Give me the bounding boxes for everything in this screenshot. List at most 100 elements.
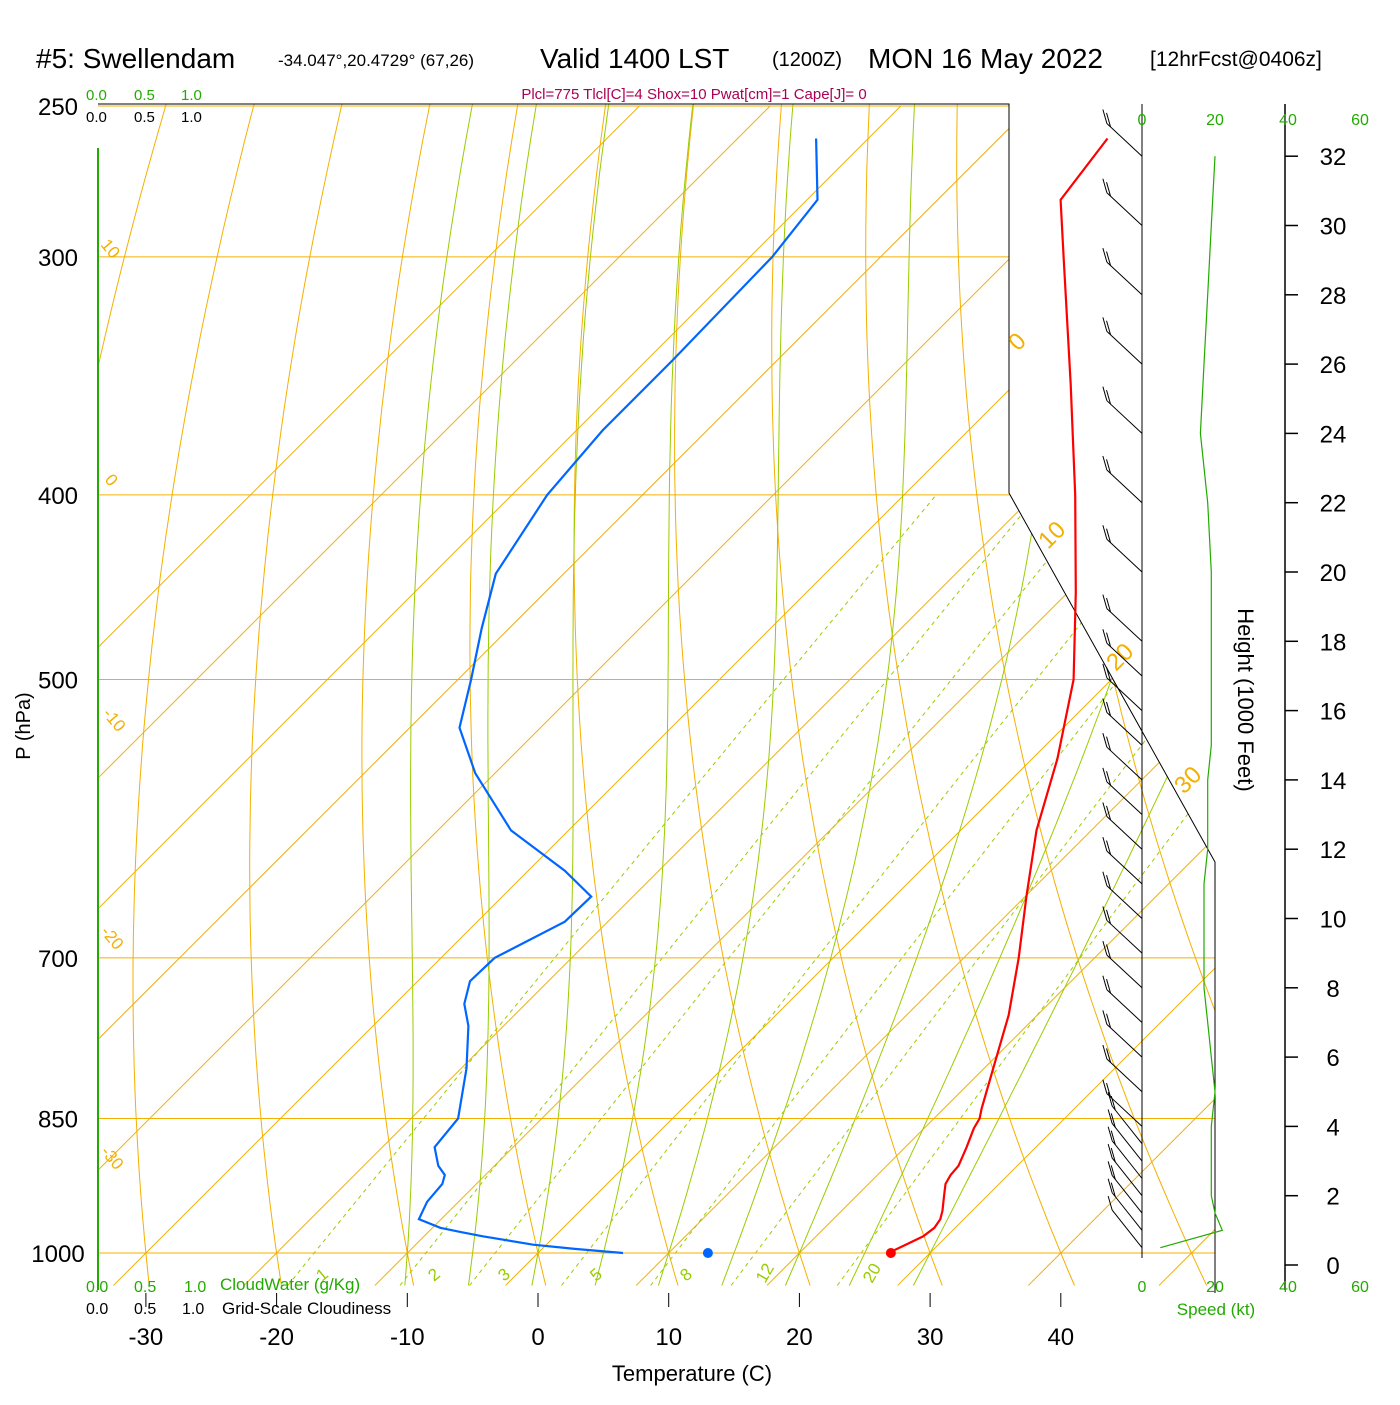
- mixing-label-12: 12: [752, 1260, 778, 1286]
- dry-adiabat-line: [361, 104, 472, 1286]
- moist-adiabat-line: [848, 104, 1215, 1286]
- temp-tick-label: -20: [259, 1324, 294, 1351]
- barb-feather: [1106, 909, 1112, 924]
- pressure-axis: 250 300 400 500 700 850 1000: [31, 94, 84, 1268]
- bottom-speed-tick-0: 0: [1138, 1279, 1147, 1296]
- mixing-ratio-line: [399, 494, 1039, 1286]
- wind-barb: [1107, 1109, 1143, 1162]
- barb-staff: [1111, 1105, 1143, 1145]
- barb-feather: [1106, 805, 1112, 821]
- isotherm-line: [113, 105, 1215, 1286]
- barb-feather: [1102, 1010, 1108, 1025]
- moist-adiabat-line: [594, 104, 720, 1286]
- thetae-label-30: 30: [1169, 761, 1207, 799]
- bottom-cw-tick-0: 0.0: [86, 1279, 108, 1296]
- barb-feather: [1102, 1044, 1108, 1060]
- barb-feather: [1102, 386, 1108, 401]
- dry-adiabat-line: [674, 104, 811, 1286]
- moist-adiabat-line: [404, 104, 513, 1286]
- barb-staff: [1111, 1140, 1143, 1179]
- barb-feather: [1107, 1109, 1113, 1124]
- barb-staff: [1106, 781, 1143, 815]
- barb-feather: [1107, 1143, 1113, 1159]
- barb-feather: [1106, 979, 1112, 994]
- wind-barb: [1107, 1178, 1143, 1231]
- barb-feather: [1102, 629, 1108, 644]
- bottom-cloudwater-scale: 0.0 0.5 1.0 CloudWater (g/Kg): [86, 1275, 360, 1296]
- barb-staff: [1111, 1157, 1143, 1197]
- wind-barb: [1102, 836, 1143, 885]
- top-speed-tick-60: 60: [1351, 112, 1369, 129]
- barb-staff: [1106, 1024, 1143, 1058]
- temp-tick-label: 10: [655, 1324, 682, 1351]
- barb-staff: [1106, 885, 1143, 919]
- barb-staff: [1106, 469, 1143, 504]
- mixing-label-20: 20: [859, 1260, 885, 1286]
- barb-feather: [1102, 733, 1108, 748]
- barb-staff: [1106, 677, 1143, 711]
- temp-tick-label: 0: [531, 1324, 544, 1351]
- barb-feather: [1102, 247, 1108, 263]
- barb-feather: [1110, 1182, 1116, 1197]
- wind-barb: [1102, 871, 1143, 919]
- forecast-info: [12hrFcst@0406z]: [1150, 48, 1322, 71]
- pressure-tick-label: 500: [38, 668, 78, 695]
- bottom-speed-tick-60: 60: [1351, 1279, 1369, 1296]
- barb-feather: [1106, 251, 1112, 266]
- barb-staff: [1106, 712, 1143, 746]
- barb-feather: [1102, 525, 1108, 540]
- valid-date: MON 16 May 2022: [868, 43, 1103, 74]
- moist-adiabat-line: [531, 104, 641, 1286]
- dry-adiabat-line: [98, 104, 142, 1286]
- parcel-info: Plcl=775 Tlcl[C]=4 Shox=10 Pwat[cm]=1 Ca…: [521, 86, 866, 103]
- pressure-tick-label: 700: [38, 946, 78, 973]
- height-tick-label: 14: [1320, 768, 1347, 795]
- height-tick-label: 22: [1320, 491, 1347, 518]
- barb-feather: [1102, 767, 1108, 782]
- bottom-cw-tick-2: 1.0: [184, 1279, 206, 1296]
- bottom-cl-tick-0: 0.0: [86, 1301, 108, 1318]
- wind-barb: [1102, 1044, 1143, 1093]
- barb-feather: [1102, 594, 1108, 609]
- dry-adiabat-line: [98, 104, 225, 1286]
- moist-adiabat-line: [657, 104, 814, 1286]
- pressure-tick-label: 400: [38, 483, 78, 510]
- barb-feather: [1107, 1178, 1113, 1193]
- theta-label-m20: -20: [97, 922, 127, 953]
- diagram-labels: 10 0 -10 -20 -30 0 10 20 30 1 2 3 5 8 12…: [97, 235, 1207, 1286]
- isotherm-line: [98, 105, 902, 1286]
- mixing-ratio-line: [287, 494, 937, 1286]
- height-tick-label: 26: [1320, 352, 1347, 379]
- barb-staff: [1111, 1123, 1143, 1162]
- mixing-ratio-line: [836, 494, 1215, 1286]
- isotherm-line: [505, 105, 1215, 1286]
- bottom-cw-tick-1: 0.5: [134, 1279, 156, 1296]
- barb-feather: [1110, 1130, 1116, 1145]
- bottom-speed-tick-20: 20: [1206, 1279, 1224, 1296]
- wind-barb: [1102, 594, 1143, 642]
- mixing-ratio-line: [650, 494, 1215, 1286]
- theta-label-0: 0: [101, 470, 122, 489]
- barb-feather: [1106, 1013, 1112, 1028]
- barb-staff: [1106, 261, 1143, 296]
- barb-feather: [1110, 1147, 1116, 1163]
- theta-label-10: 10: [97, 235, 124, 262]
- dry-adiabat-line: [249, 104, 390, 1286]
- barb-feather: [1106, 597, 1112, 613]
- temp-tick-label: 40: [1047, 1324, 1074, 1351]
- barb-feather: [1106, 771, 1112, 786]
- dry-adiabat-line: [771, 104, 943, 1286]
- barb-staff: [1111, 1209, 1143, 1248]
- station-title: #5: Swellendam: [36, 43, 235, 74]
- top-cl-tick-0: 0.0: [86, 109, 107, 126]
- pressure-tick-label: 250: [38, 94, 78, 121]
- barb-feather: [1102, 940, 1108, 956]
- wind-barb: [1102, 663, 1143, 711]
- barb-feather: [1106, 701, 1112, 717]
- mixing-label-8: 8: [676, 1264, 695, 1285]
- barb-staff: [1106, 1093, 1143, 1127]
- cloudiness-label: Grid-Scale Cloudiness: [222, 1299, 391, 1318]
- top-speed-tick-20: 20: [1206, 112, 1224, 129]
- surface-temperature-dot: [885, 1248, 896, 1258]
